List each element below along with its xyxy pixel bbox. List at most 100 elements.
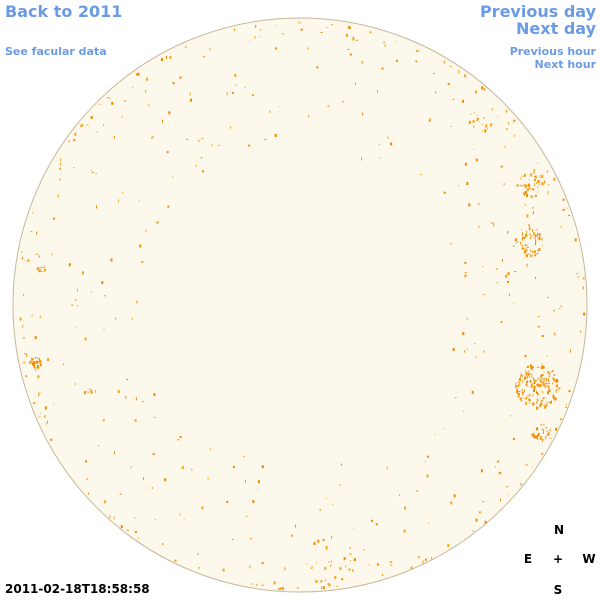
facula [103,124,105,127]
facula [525,233,528,237]
facula [113,135,115,139]
facula [21,251,23,254]
facula [349,53,352,56]
facula [518,378,521,382]
facula [466,182,469,185]
facula [331,536,333,540]
facula [234,73,237,77]
facula [447,83,450,85]
facula [536,392,539,394]
facula [526,246,529,248]
facula [516,384,519,387]
previous-hour-link[interactable]: Previous hour [509,45,596,58]
facula [524,389,526,392]
facula [527,253,530,255]
facula [85,460,87,463]
facula [543,397,545,399]
facula [35,361,36,363]
facula [554,397,556,400]
facula [536,401,538,405]
facula [545,378,547,381]
facula [403,529,406,533]
facula [472,119,475,123]
facula [77,305,78,307]
facula [435,91,437,94]
facula [490,123,491,126]
facula [513,119,516,122]
facula [35,367,37,371]
facula [22,324,24,328]
facula [394,40,396,42]
facula [483,350,485,353]
facula [548,380,551,382]
facula [533,388,536,390]
facula [526,365,529,368]
facular-link[interactable]: See facular data [5,45,107,58]
facula [541,237,543,241]
next-day-link[interactable]: Next day [516,19,596,38]
facula [255,24,257,28]
facula [24,260,26,262]
facula [331,560,333,563]
facula [177,439,180,441]
facula [417,556,420,559]
facula [519,382,521,386]
facula [354,82,356,85]
facula [378,144,380,146]
facula [308,115,310,118]
facula [256,583,258,586]
facula [535,229,537,231]
facula [532,402,535,406]
facula [533,170,535,174]
facula [505,274,508,278]
facula [36,231,38,235]
facula [91,171,94,173]
facula [458,185,459,187]
facula [226,500,229,503]
facula [75,326,77,328]
facula [546,430,549,432]
facula [520,374,522,378]
next-hour-link[interactable]: Next hour [534,58,597,71]
facula [525,372,528,375]
facula [534,183,535,187]
facula [528,224,531,226]
facula [141,260,144,263]
facula [487,128,489,130]
facula [106,97,109,98]
facula [499,471,502,473]
facula [475,90,477,94]
facula [539,175,541,176]
facula [545,383,548,385]
facula [404,506,407,510]
back-link[interactable]: Back to 2011 [5,2,123,21]
facula [222,568,225,572]
facula [86,478,88,480]
facula [353,528,354,530]
facula [36,361,39,364]
facula [347,48,350,50]
facula [531,395,533,397]
facula [39,363,41,365]
facula [514,134,515,137]
solar-disk [12,17,588,593]
facula [191,468,193,471]
previous-day-link[interactable]: Previous day [479,2,596,21]
facula [126,529,129,531]
facula [121,115,123,118]
facula [539,378,542,382]
facula [99,103,101,105]
facula [543,405,546,409]
facula [528,188,531,189]
facula [185,46,187,49]
facula [462,99,465,103]
facula [82,271,84,275]
facula [452,348,455,351]
facula [507,272,510,276]
facula [477,226,480,228]
facula [532,394,534,396]
facula [526,184,528,187]
facula [322,586,325,590]
facula [40,360,42,363]
facula [325,546,328,549]
